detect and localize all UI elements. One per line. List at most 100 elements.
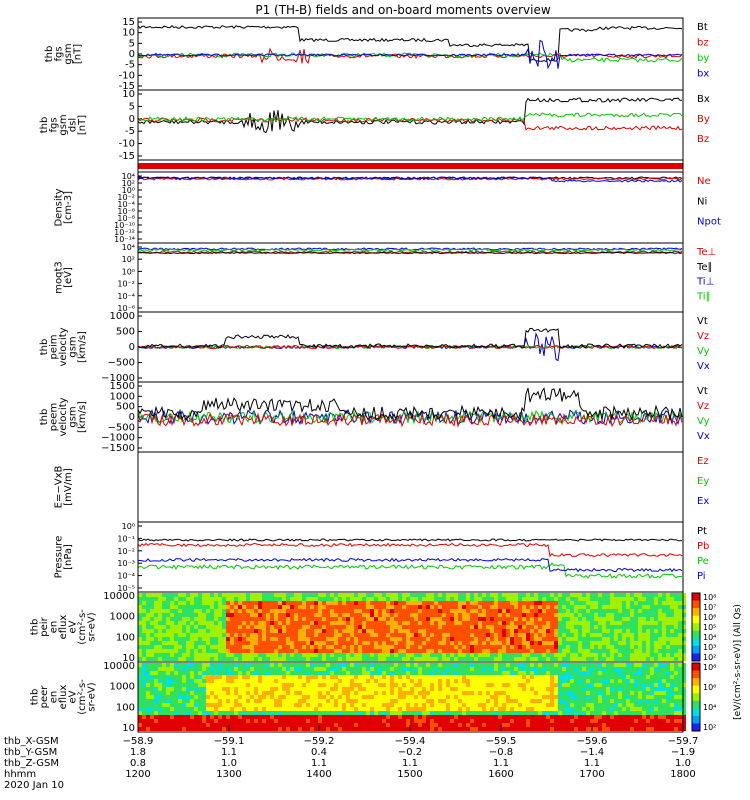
x-row-value: 1.0 — [221, 758, 237, 769]
panel-peir-ytick: 10 — [122, 653, 135, 664]
panel-fgs_dsl-ylabel-line: gsm — [58, 114, 69, 135]
x-row-value: −0.2 — [398, 747, 422, 758]
panel-pressure-ylabel-line: Pressure — [53, 536, 64, 579]
panel-fgs-ytick: 15 — [122, 17, 135, 28]
panel-peem-ytick: 1000 — [110, 391, 135, 402]
trace-peem-Vt — [137, 386, 683, 422]
x-row-value: 1.1 — [221, 747, 237, 758]
traces-group — [137, 25, 683, 579]
panel-peer-ylabel-line: sr-eV) — [87, 682, 98, 711]
panel-peim-ylabel-line: thb — [39, 339, 50, 356]
panel-density-legend-0: Ne — [697, 176, 711, 187]
panel-pressure-legend-0: Pt — [697, 526, 707, 537]
panel-peir-ylabel-line: eflux — [58, 615, 69, 640]
panel-fgs_dsl-ytick: -15 — [119, 151, 135, 162]
colorbar-peer-tick: 10⁶ — [703, 683, 716, 692]
panel-fgs_dsl-ylabel-line: [nT] — [77, 115, 88, 135]
panel-fgs_dsl-ylabel-line: dsl — [68, 118, 79, 132]
trace-Bz — [137, 112, 683, 122]
panel-peem-legend-0: Vt — [697, 386, 708, 397]
panel-density-ytick: 10⁻¹⁰ — [114, 221, 135, 230]
panel-density-legend-1: Ni — [697, 196, 707, 207]
trace-Ne — [137, 177, 683, 181]
x-row-value: 1.1 — [402, 758, 418, 769]
panel-peer-ytick: 100 — [116, 702, 135, 713]
trace-bx — [137, 39, 683, 70]
trace-Npot — [137, 176, 683, 183]
x-row-value: 1.8 — [130, 747, 146, 758]
panel-fgs-ytick: -15 — [119, 81, 135, 92]
spectrogram-peer — [138, 663, 686, 731]
x-row-label: thb_X-GSM — [4, 736, 59, 747]
panel-peim-ylabel-line: velocity — [58, 327, 69, 366]
chart-title: P1 (TH-B) fields and on-board moments ov… — [255, 3, 551, 17]
panel-density-ytick: 10⁻¹⁴ — [114, 235, 135, 244]
panel-peir-ylabel-line: peir — [39, 616, 50, 636]
panel-temp-ytick: 10² — [122, 255, 135, 264]
x-row-label: thb_Y-GSM — [4, 747, 57, 758]
x-row-value: −59.1 — [214, 736, 245, 747]
panel-peem-ytick: 500 — [116, 402, 135, 413]
panel-fgs-legend-0: Bt — [697, 22, 708, 33]
panel-efield-legend-2: Ex — [697, 496, 709, 507]
colorbar-peer-tick: 10⁴ — [703, 703, 716, 712]
panel-fgs_dsl-ytick: -5 — [125, 126, 135, 137]
trace-Pe — [137, 562, 683, 579]
trace-Bx — [137, 97, 683, 134]
panel-fgs-ytick: -10 — [119, 70, 135, 81]
x-row-label: hhmm — [4, 769, 36, 780]
x-row-value: 1.1 — [493, 758, 509, 769]
panel-pressure-ytick: 10⁻⁵ — [117, 584, 135, 593]
x-row-value: −59.4 — [395, 736, 426, 747]
panel-peir-ytick: 10000 — [103, 591, 135, 602]
panel-density-ytick: 10⁻⁴ — [117, 200, 135, 209]
panel-fgs-ylabel-line: gsm — [63, 43, 74, 64]
panel-peem-legend-1: Vz — [697, 401, 709, 412]
colorbar-peir-tick: 10⁸ — [703, 593, 716, 602]
panel-pressure-ytick: 10⁻² — [117, 547, 135, 556]
panel-temp-ylabel-line: [eV] — [63, 267, 74, 288]
panel-fgs_dsl-ytick: -10 — [119, 139, 135, 150]
trace-Bt — [137, 25, 683, 63]
panel-pressure-legend-3: Pi — [697, 571, 706, 582]
panel-fgs_dsl-ylabel-line: fgs — [49, 117, 60, 132]
panel-temp-legend-2: Ti⊥ — [696, 277, 714, 288]
panel-fgs-ytick: 5 — [129, 38, 135, 49]
panel-pressure-ytick: 10⁻¹ — [117, 534, 135, 543]
panel-peem-ytick: −1500 — [101, 443, 135, 454]
x-row-value: 0.8 — [130, 758, 146, 769]
panel-fgs_dsl-legend-1: By — [697, 114, 710, 125]
x-row-value: −0.8 — [489, 747, 513, 758]
panel-density: Density[cm-3]10⁴10²10⁰10⁻²10⁻⁴10⁻⁶10⁻⁸10… — [53, 172, 721, 244]
x-row-value: −59.7 — [668, 736, 699, 747]
panel-fgs_dsl-legend-2: Bz — [697, 134, 709, 145]
trace-Te-par — [138, 251, 683, 255]
panel-pressure-ytick: 10⁻³ — [117, 559, 135, 568]
colorbar-peer-tick: 10⁸ — [703, 663, 716, 672]
panel-fgs_dsl-ytick: 0 — [129, 114, 135, 125]
panel-peim-ylabel-line: gsm — [68, 336, 79, 357]
panel-peem-ytick: 1500 — [110, 381, 135, 392]
x-row-label: thb_Z-GSM — [4, 758, 59, 769]
panel-peim-ytick: 500 — [116, 327, 135, 338]
x-row-value: 1.0 — [675, 758, 691, 769]
panel-density-ytick: 10⁰ — [122, 186, 135, 195]
panel-peim-ytick: −1000 — [101, 373, 135, 384]
panel-fgs_dsl-ytick: 10 — [122, 89, 135, 100]
panel-fgs-legend-2: by — [697, 53, 709, 64]
trace-Ti-par — [137, 248, 683, 252]
panel-fgs-ytick: 0 — [129, 49, 135, 60]
colorbar-peir-tick: 10³ — [703, 643, 716, 652]
trace-peem-Vz — [137, 412, 683, 428]
panel-fgs_dsl-ytick: 5 — [129, 101, 135, 112]
panel-peim-legend-0: Vt — [697, 316, 708, 327]
panel-temp-ytick: 10⁴ — [122, 243, 135, 252]
panel-fgs_dsl-ylabel-line: thb — [39, 117, 50, 134]
panel-frame — [137, 451, 684, 523]
